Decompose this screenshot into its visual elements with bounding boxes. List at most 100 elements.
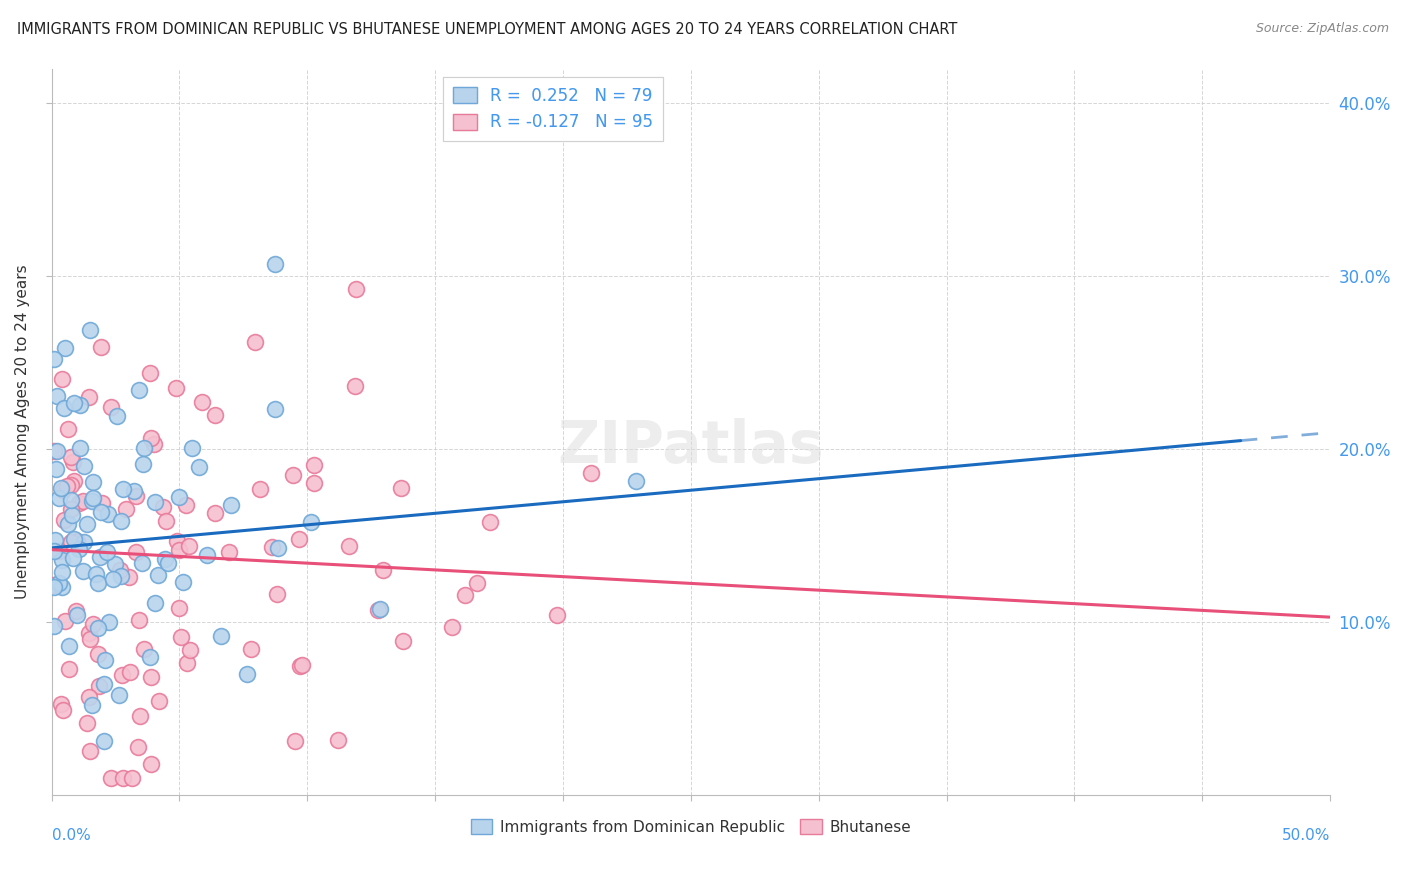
Point bbox=[62, 454, 84, 468]
Point bbox=[69, 441, 91, 455]
Point bbox=[108, 688, 131, 702]
Point bbox=[67, 496, 90, 510]
Point bbox=[73, 535, 96, 549]
Point bbox=[143, 436, 166, 450]
Point bbox=[367, 603, 389, 617]
Point bbox=[77, 690, 100, 704]
Text: 50.0%: 50.0% bbox=[1282, 828, 1330, 843]
Point bbox=[260, 540, 283, 554]
Point bbox=[65, 604, 87, 618]
Point bbox=[249, 482, 271, 496]
Point bbox=[100, 771, 122, 785]
Point bbox=[128, 613, 150, 627]
Point bbox=[239, 642, 262, 657]
Point bbox=[204, 408, 226, 422]
Point bbox=[624, 474, 647, 488]
Point bbox=[344, 282, 367, 296]
Point bbox=[110, 569, 132, 583]
Legend: R =  0.252   N = 79, R = -0.127   N = 95: R = 0.252 N = 79, R = -0.127 N = 95 bbox=[443, 77, 664, 141]
Point bbox=[66, 534, 89, 549]
Point bbox=[59, 502, 82, 516]
Point bbox=[44, 533, 66, 547]
Point bbox=[72, 565, 94, 579]
Point bbox=[80, 698, 103, 712]
Point bbox=[143, 494, 166, 508]
Point bbox=[174, 499, 197, 513]
Point bbox=[45, 389, 67, 403]
Point bbox=[69, 398, 91, 412]
Point bbox=[148, 694, 170, 708]
Point bbox=[82, 475, 104, 490]
Point bbox=[59, 492, 82, 507]
Point bbox=[236, 666, 259, 681]
Point bbox=[368, 602, 391, 616]
Y-axis label: Unemployment Among Ages 20 to 24 years: Unemployment Among Ages 20 to 24 years bbox=[15, 265, 30, 599]
Point bbox=[392, 633, 415, 648]
Point bbox=[103, 572, 125, 586]
Point bbox=[67, 542, 90, 557]
Point bbox=[546, 608, 568, 623]
Point bbox=[49, 481, 72, 495]
Point bbox=[66, 608, 89, 623]
Point bbox=[90, 505, 112, 519]
Point bbox=[90, 496, 112, 510]
Point bbox=[53, 614, 76, 628]
Point bbox=[139, 366, 162, 380]
Point bbox=[288, 532, 311, 546]
Point bbox=[131, 556, 153, 570]
Point bbox=[90, 339, 112, 353]
Point bbox=[58, 662, 80, 676]
Point bbox=[97, 615, 120, 630]
Point bbox=[156, 556, 179, 570]
Point bbox=[96, 545, 118, 559]
Point bbox=[288, 659, 311, 673]
Point bbox=[302, 475, 325, 490]
Point bbox=[264, 402, 287, 417]
Point bbox=[52, 703, 75, 717]
Point bbox=[55, 479, 77, 493]
Point bbox=[53, 401, 76, 416]
Point bbox=[155, 514, 177, 528]
Point bbox=[49, 697, 72, 711]
Point bbox=[110, 668, 132, 682]
Point bbox=[179, 643, 201, 657]
Point bbox=[170, 630, 193, 644]
Point bbox=[56, 422, 79, 436]
Point bbox=[79, 744, 101, 758]
Point bbox=[84, 566, 107, 581]
Point bbox=[44, 619, 66, 633]
Point bbox=[93, 734, 115, 748]
Point bbox=[299, 516, 322, 530]
Point bbox=[134, 641, 156, 656]
Point bbox=[166, 533, 188, 548]
Point bbox=[111, 483, 134, 497]
Point bbox=[110, 514, 132, 528]
Point bbox=[146, 568, 169, 582]
Point bbox=[89, 550, 111, 565]
Point bbox=[77, 390, 100, 404]
Point bbox=[124, 484, 146, 499]
Point bbox=[82, 491, 104, 506]
Point bbox=[80, 494, 103, 508]
Point bbox=[167, 601, 190, 615]
Point bbox=[72, 493, 94, 508]
Point bbox=[245, 334, 267, 349]
Point bbox=[373, 563, 395, 577]
Point bbox=[139, 670, 162, 684]
Point bbox=[45, 444, 67, 458]
Point bbox=[48, 544, 70, 558]
Point bbox=[177, 539, 200, 553]
Point bbox=[172, 574, 194, 589]
Point bbox=[42, 444, 65, 458]
Point bbox=[209, 629, 232, 643]
Point bbox=[94, 653, 117, 667]
Point bbox=[343, 379, 366, 393]
Point bbox=[93, 677, 115, 691]
Point bbox=[51, 372, 73, 386]
Point bbox=[266, 587, 288, 601]
Point bbox=[59, 450, 82, 464]
Point bbox=[165, 381, 187, 395]
Point bbox=[138, 650, 160, 665]
Point bbox=[302, 458, 325, 472]
Point bbox=[51, 580, 73, 594]
